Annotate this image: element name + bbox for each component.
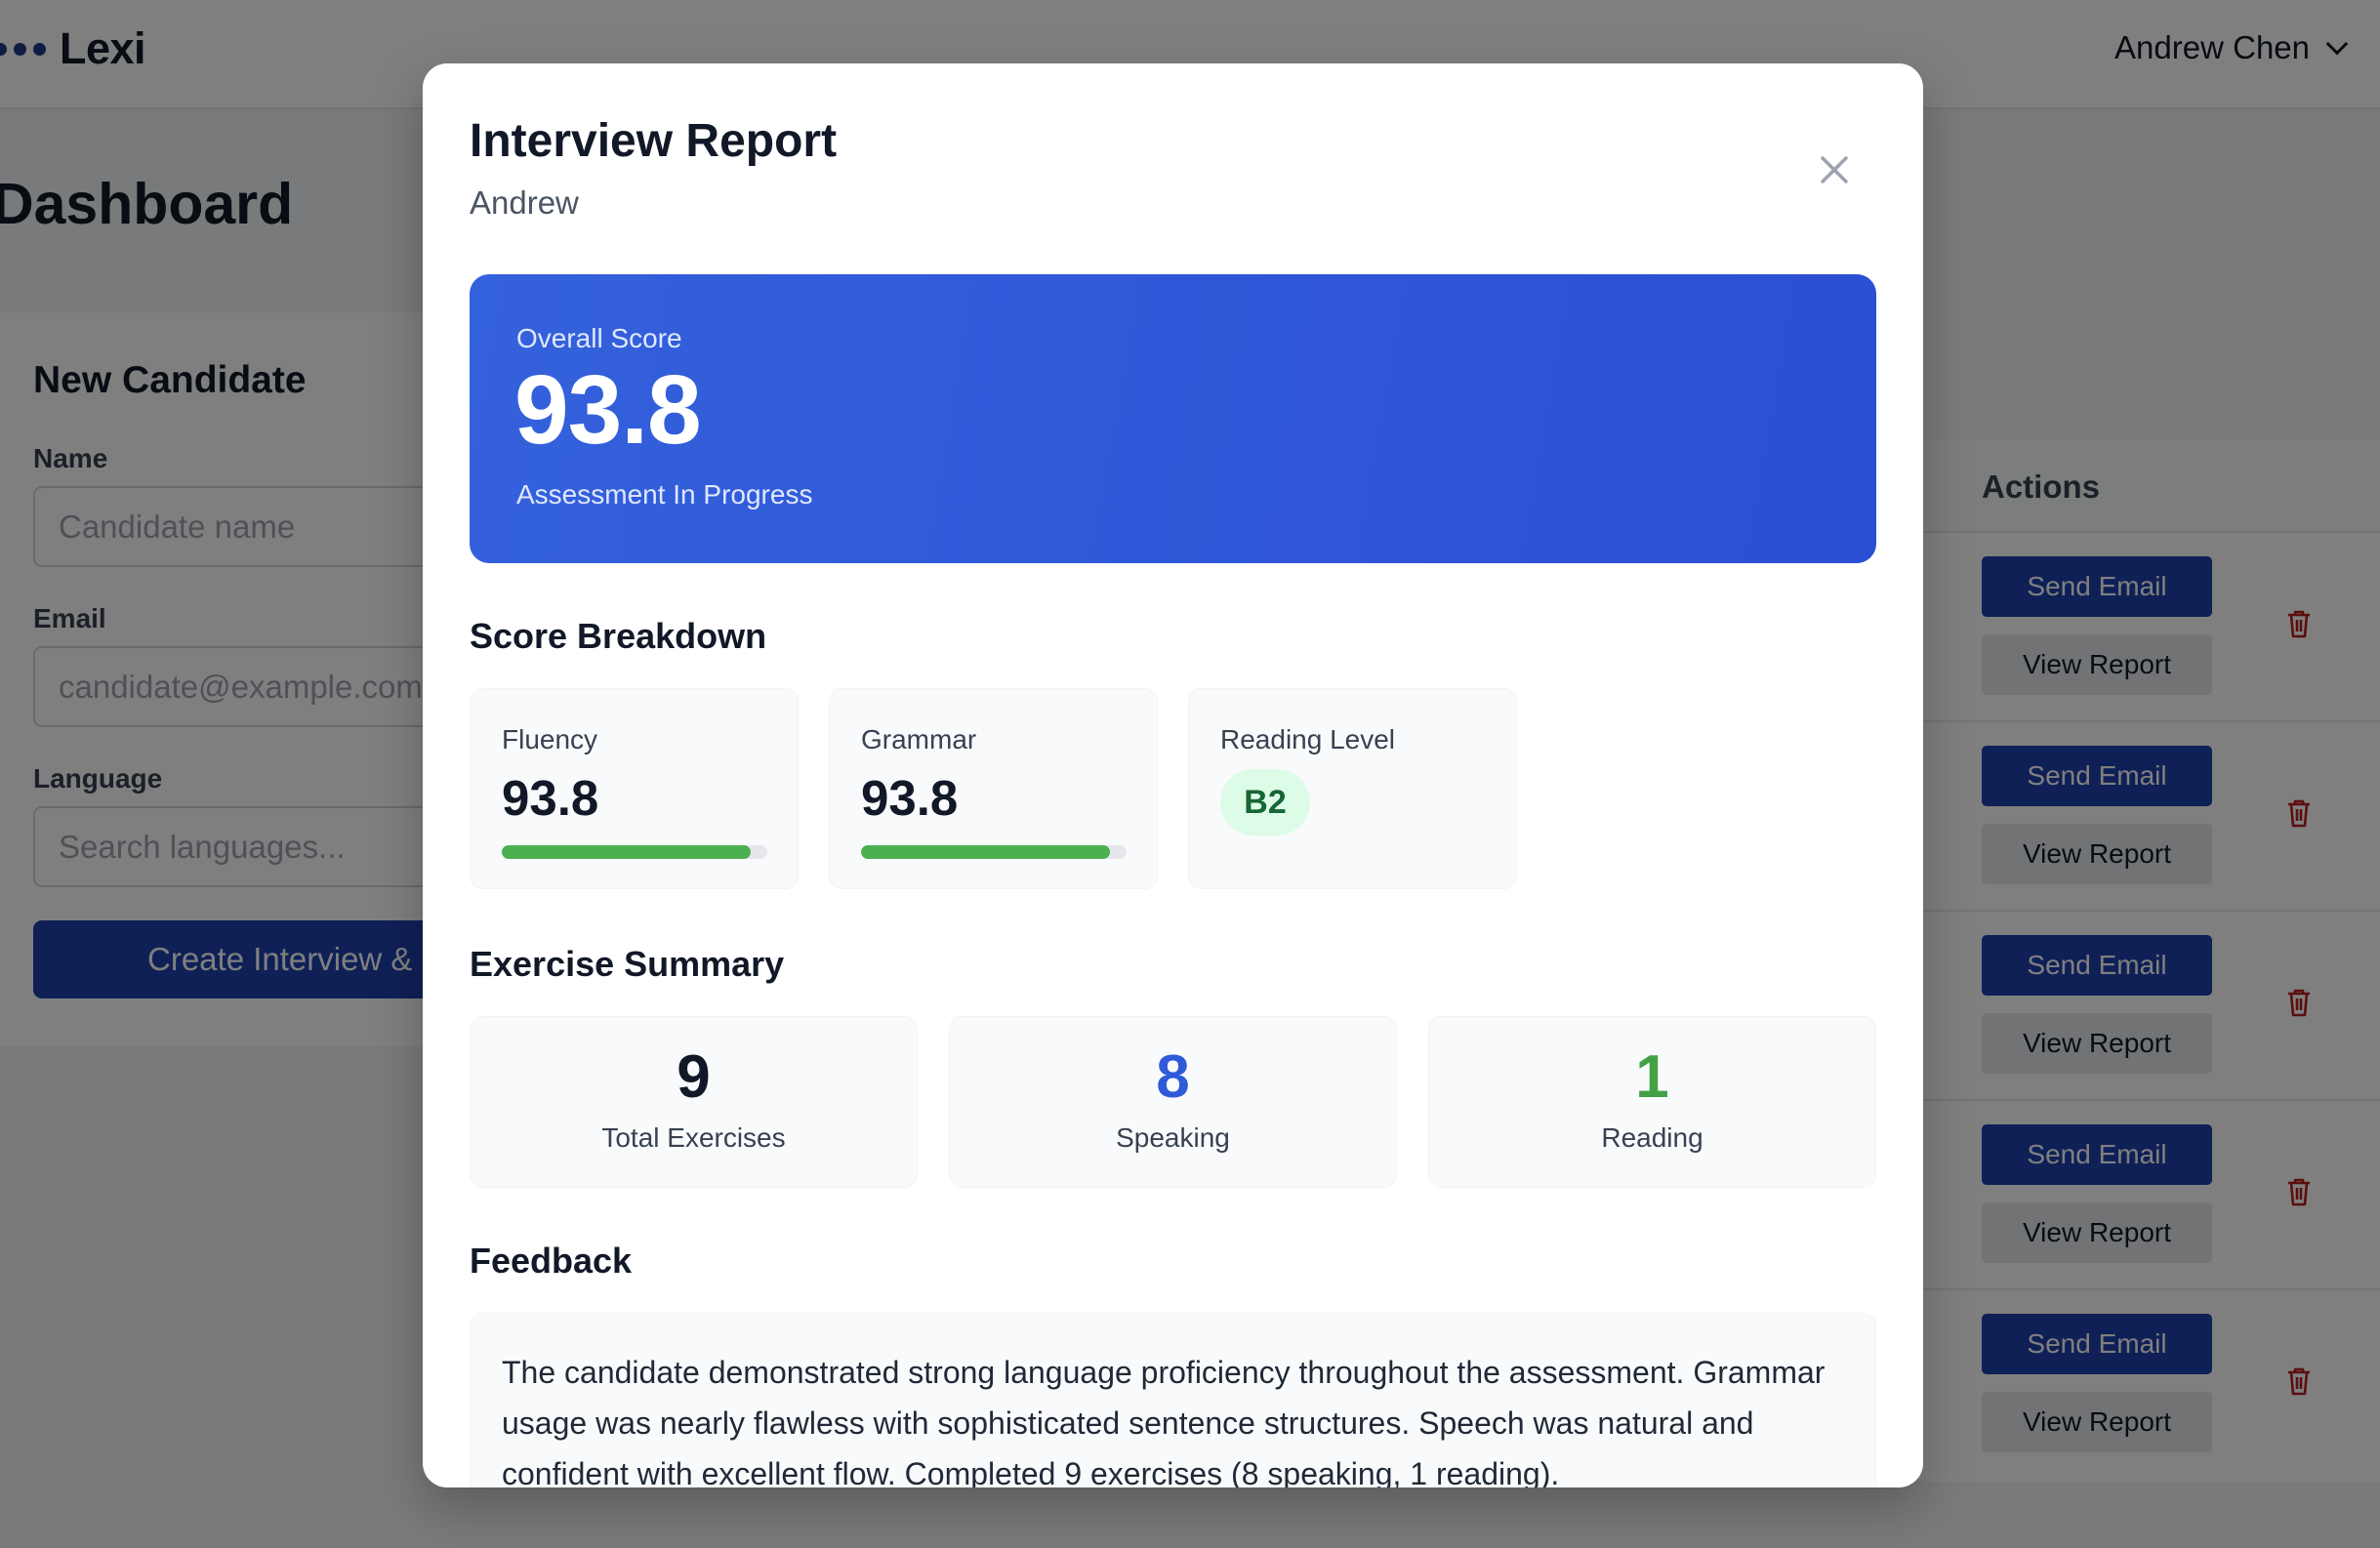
reading-level-card: Reading Level B2	[1188, 688, 1517, 889]
close-icon[interactable]	[1811, 146, 1858, 193]
reading-level-badge: B2	[1220, 769, 1310, 835]
total-exercises-value: 9	[677, 1043, 711, 1111]
grammar-card: Grammar 93.8	[829, 688, 1158, 889]
fluency-card: Fluency 93.8	[470, 688, 799, 889]
overall-score-label: Overall Score	[516, 323, 682, 353]
reading-level-label: Reading Level	[1220, 724, 1396, 754]
reading-exercises-label: Reading	[1601, 1122, 1703, 1153]
fluency-progress-bar	[502, 845, 767, 859]
speaking-exercises-value: 8	[1156, 1043, 1190, 1111]
grammar-label: Grammar	[861, 724, 977, 754]
score-breakdown-title: Score Breakdown	[470, 616, 767, 656]
overall-score-card: Overall Score 93.8 Assessment In Progres…	[470, 274, 1876, 563]
modal-title: Interview Report	[470, 115, 838, 167]
grammar-progress-bar	[861, 845, 1127, 859]
interview-report-modal: Interview Report Andrew Overall Score 93…	[423, 63, 1923, 1487]
total-exercises-card: 9 Total Exercises	[470, 1016, 918, 1188]
candidate-name: Andrew	[470, 184, 579, 221]
speaking-exercises-label: Speaking	[1116, 1122, 1230, 1153]
grammar-progress-fill	[861, 845, 1111, 859]
fluency-progress-fill	[502, 845, 752, 859]
assessment-status: Assessment In Progress	[516, 479, 813, 509]
total-exercises-label: Total Exercises	[601, 1122, 786, 1153]
exercise-summary-title: Exercise Summary	[470, 944, 785, 984]
reading-exercises-value: 1	[1635, 1043, 1669, 1111]
fluency-label: Fluency	[502, 724, 598, 754]
overall-score-value: 93.8	[514, 355, 702, 465]
grammar-value: 93.8	[861, 770, 959, 826]
speaking-exercises-card: 8 Speaking	[949, 1016, 1397, 1188]
feedback-title: Feedback	[470, 1241, 633, 1281]
feedback-text: The candidate demonstrated strong langua…	[470, 1313, 1876, 1487]
fluency-value: 93.8	[502, 770, 599, 826]
reading-exercises-card: 1 Reading	[1428, 1016, 1876, 1188]
